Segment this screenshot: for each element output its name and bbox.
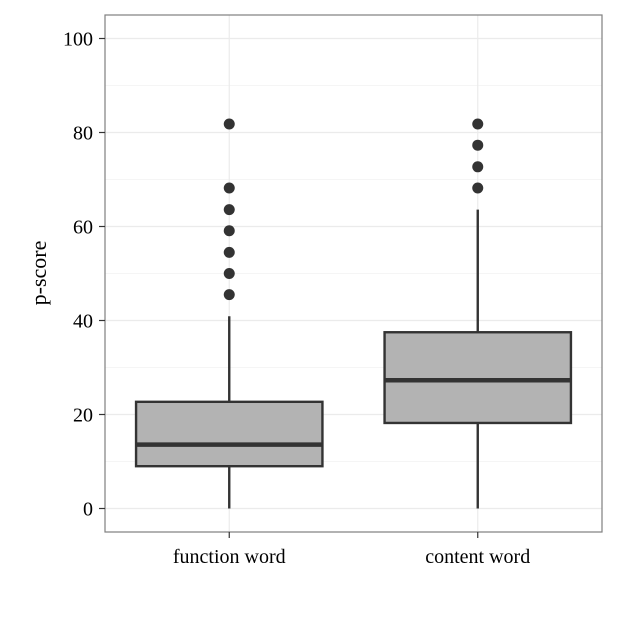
box-function-word: [134, 118, 324, 509]
outlier-point: [472, 182, 484, 194]
y-tick-label: 60: [73, 217, 93, 239]
y-axis-title: p-score: [26, 241, 51, 306]
outlier-point: [223, 182, 235, 194]
outlier-point: [472, 139, 484, 151]
box-iqr: [383, 331, 573, 425]
panel-border: [104, 14, 603, 533]
outlier-point: [223, 289, 235, 301]
outlier-point: [472, 118, 484, 130]
y-tick-label: 100: [63, 29, 93, 51]
outlier-point: [223, 246, 235, 258]
x-tick-label: function word: [173, 546, 286, 568]
y-tick-label: 0: [83, 499, 93, 521]
box-group: [134, 118, 573, 509]
y-axis-ticks: 0 20 40 60 80 100: [63, 29, 105, 521]
y-tick-label: 80: [73, 123, 93, 145]
outlier-point: [223, 204, 235, 216]
x-axis-ticks: function word content word: [173, 532, 530, 568]
box-iqr: [134, 400, 324, 468]
outlier-point: [223, 118, 235, 130]
y-tick-label: 40: [73, 311, 93, 333]
x-tick-label: content word: [425, 546, 530, 568]
box-content-word: [383, 118, 573, 509]
outlier-point: [223, 268, 235, 279]
outlier-point: [223, 225, 235, 237]
y-tick-label: 20: [73, 405, 93, 427]
outlier-point: [472, 161, 484, 173]
